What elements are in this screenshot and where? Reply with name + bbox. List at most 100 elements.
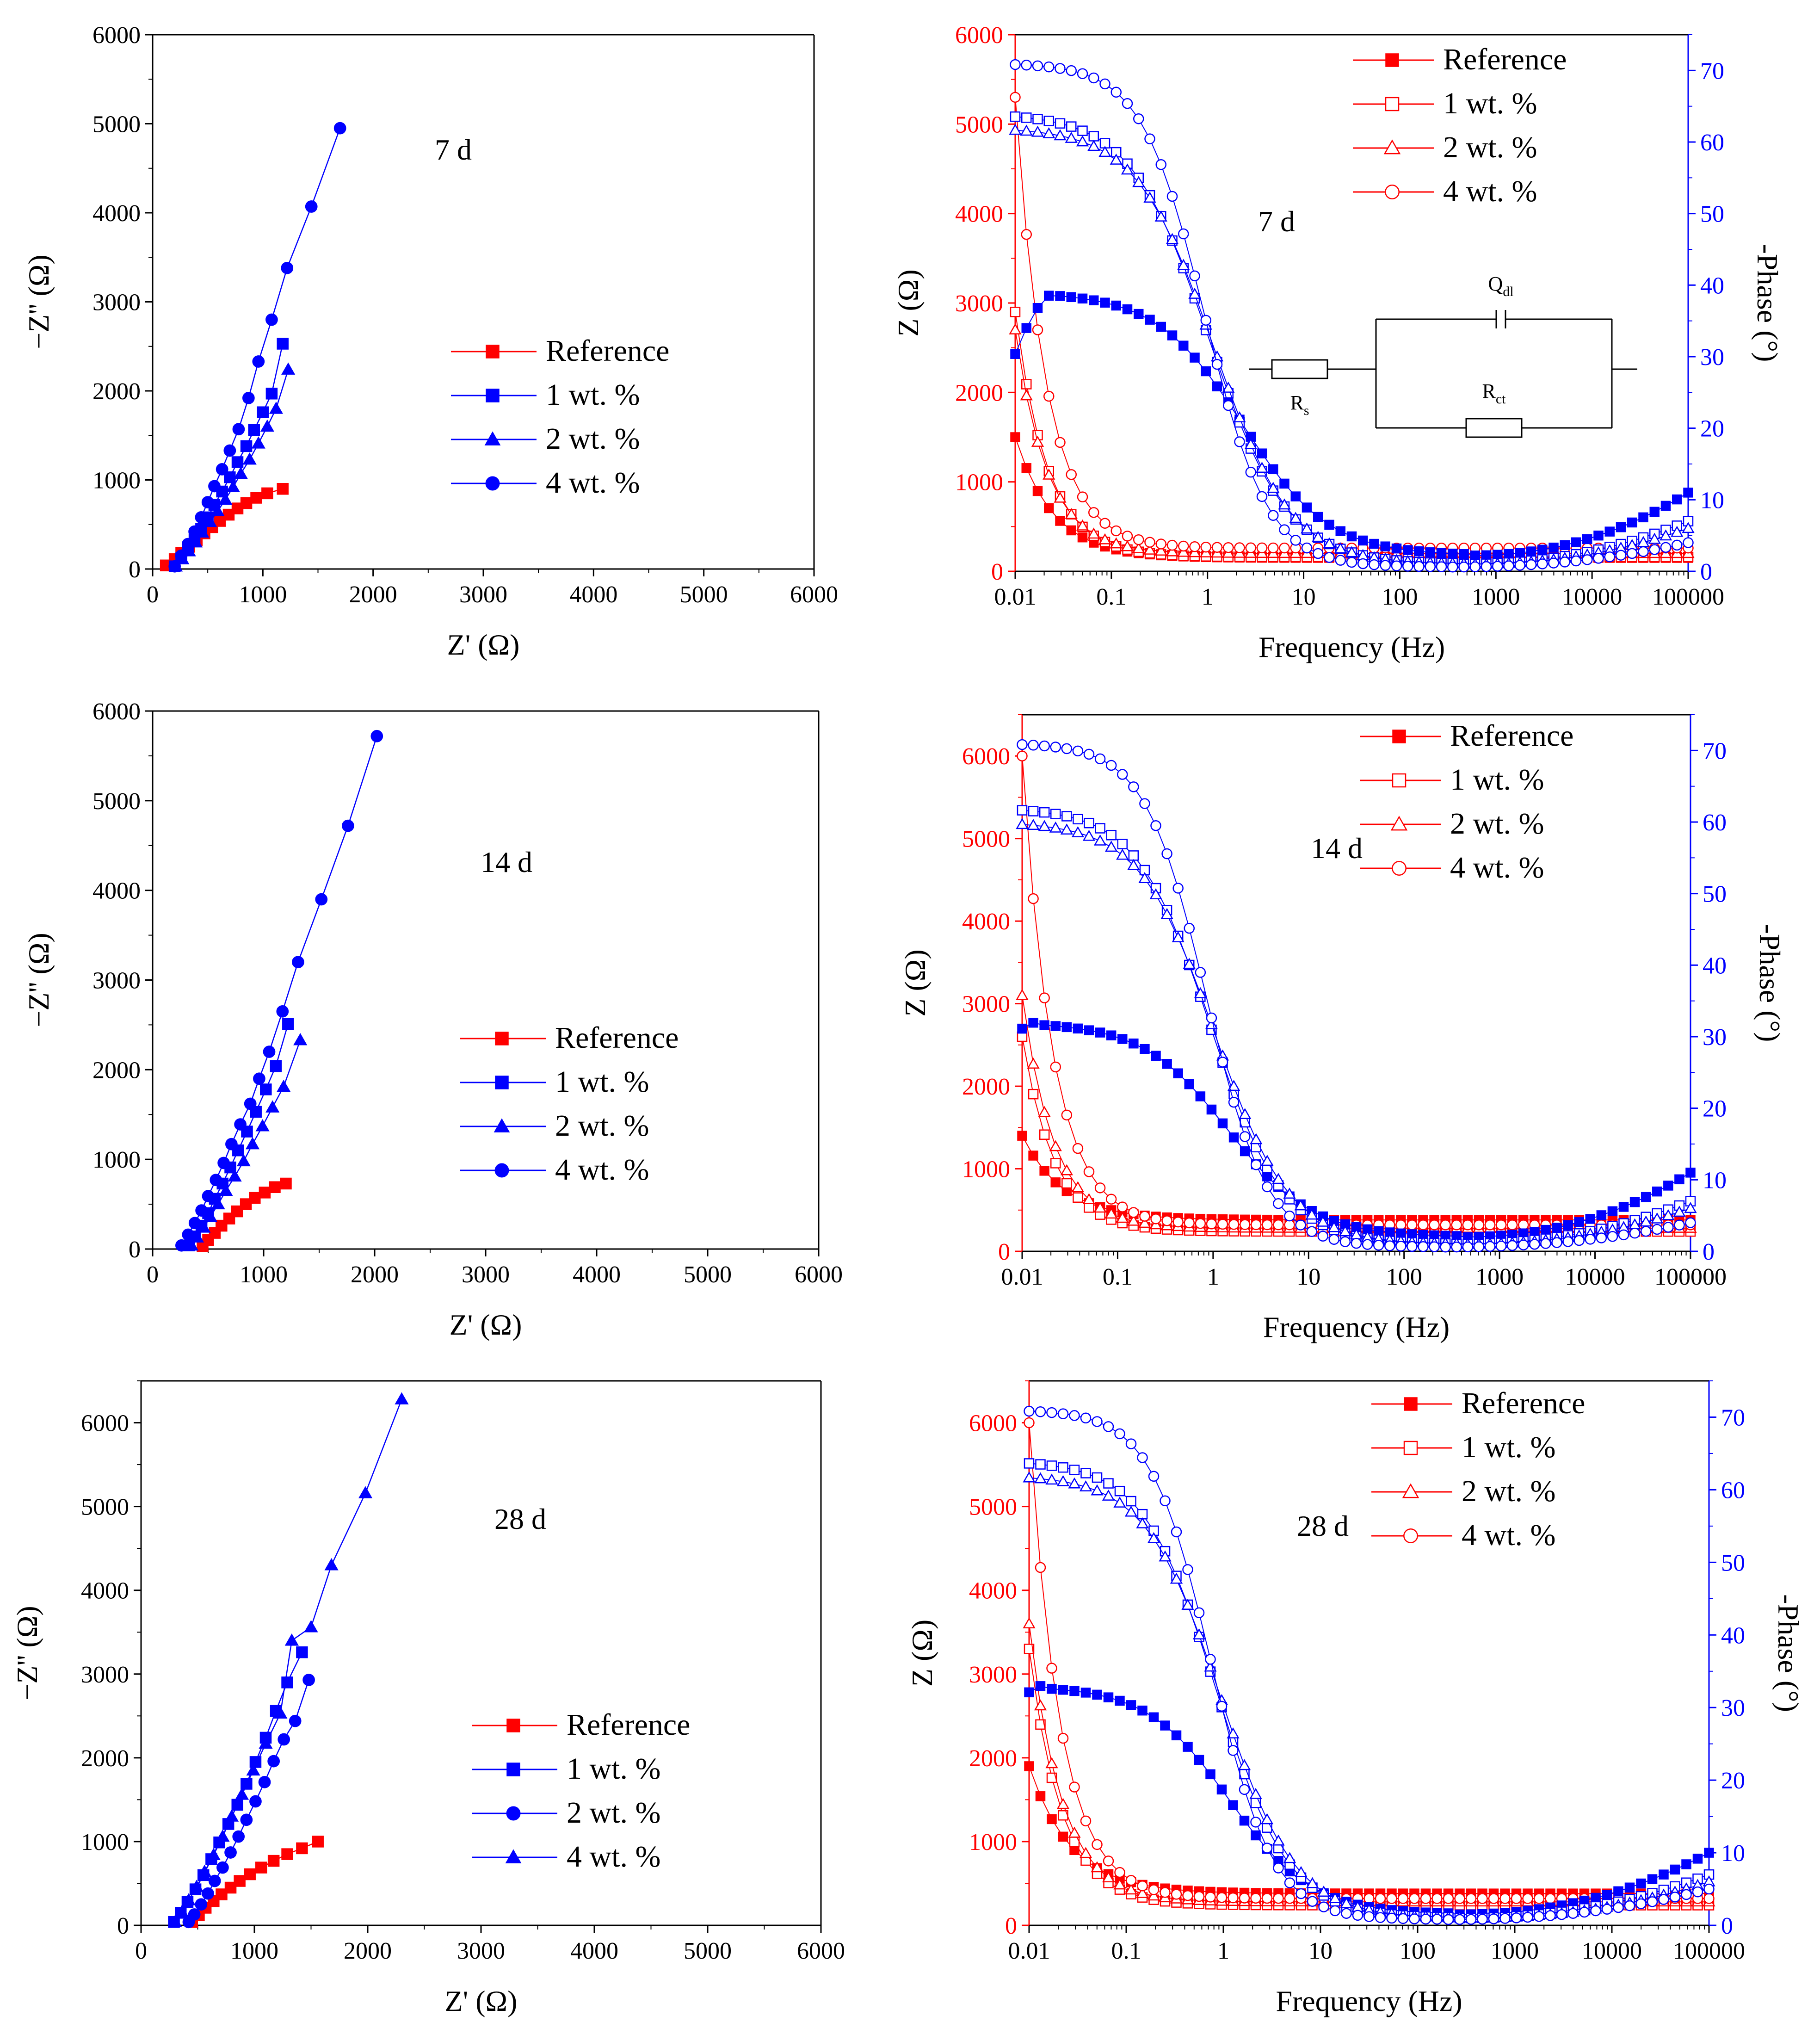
- legend-marker: [486, 389, 500, 402]
- x-tick-label: 2000: [351, 1262, 399, 1288]
- impedance-point: [1094, 1182, 1106, 1194]
- impedance-point: [1171, 1889, 1182, 1900]
- phase-point: [1071, 826, 1085, 837]
- impedance-point: [1239, 1219, 1251, 1230]
- label-rct: Rct: [1482, 380, 1506, 407]
- x-tick-label: 10000: [1562, 584, 1622, 610]
- data-point: [296, 1646, 308, 1658]
- phase-point: [1239, 1815, 1250, 1826]
- phase-point: [1061, 743, 1073, 755]
- phase-point: [1295, 1219, 1306, 1231]
- impedance-point: [1066, 469, 1077, 480]
- resistor-rs: [1271, 359, 1328, 379]
- impedance-point: [1150, 1213, 1161, 1225]
- data-point: [293, 1033, 308, 1045]
- y-axis-label: Z (Ω): [892, 269, 925, 336]
- y-tick-label: 5000: [962, 826, 1010, 853]
- data-point: [281, 262, 294, 274]
- impedance-point: [1035, 1562, 1046, 1573]
- impedance-point: [1397, 1893, 1409, 1904]
- x-tick-label: 1: [1207, 1264, 1219, 1290]
- phase-point: [1073, 1023, 1083, 1034]
- phase-point: [1159, 1550, 1172, 1562]
- data-point: [234, 1787, 249, 1800]
- impedance-line: [1029, 1423, 1709, 1899]
- phase-point: [1525, 559, 1537, 570]
- data-point: [188, 1217, 201, 1230]
- phase-point: [1035, 1459, 1046, 1470]
- phase-point: [1495, 1240, 1507, 1252]
- phase-line: [1022, 810, 1691, 1245]
- phase-point: [1260, 1813, 1274, 1825]
- legend-marker: [486, 345, 500, 359]
- panel-annotation: 14 d: [1311, 832, 1363, 865]
- phase-point: [1283, 1187, 1296, 1199]
- phase-point: [1306, 1877, 1319, 1888]
- impedance-point: [1099, 518, 1111, 529]
- phase-point: [1492, 561, 1503, 572]
- phase-point: [1117, 769, 1128, 780]
- data-point: [263, 1045, 276, 1058]
- resistor-rct: [1465, 418, 1523, 438]
- x-tick-label: 100000: [1673, 1938, 1745, 1964]
- phase-point: [1593, 553, 1604, 564]
- phase-point: [1477, 1913, 1488, 1925]
- data-point: [217, 1157, 230, 1169]
- phase-point: [1094, 753, 1106, 765]
- impedance-point: [1148, 1884, 1160, 1895]
- impedance-point: [1465, 1893, 1477, 1904]
- phase-point: [1590, 1905, 1601, 1917]
- data-point: [188, 1908, 201, 1921]
- y2-tick-label: 50: [1703, 881, 1727, 908]
- phase-point: [1200, 315, 1211, 326]
- impedance-point: [1021, 463, 1031, 473]
- phase-point: [1585, 1234, 1596, 1245]
- legend-label: 2 wt. %: [567, 1796, 660, 1830]
- data-point: [292, 956, 304, 969]
- phase-point: [1080, 1688, 1091, 1698]
- phase-point: [1227, 1727, 1240, 1738]
- phase-point: [1409, 1913, 1420, 1924]
- impedance-point: [1065, 508, 1078, 519]
- phase-point: [1205, 1769, 1215, 1780]
- impedance-point: [1047, 1814, 1057, 1825]
- phase-point: [1574, 1217, 1584, 1227]
- impedance-point: [1166, 539, 1178, 551]
- phase-point: [1050, 742, 1061, 753]
- phase-point: [1294, 1199, 1307, 1211]
- phase-point: [1055, 118, 1066, 129]
- impedance-point: [1056, 1798, 1070, 1809]
- phase-point: [1206, 1104, 1217, 1115]
- legend-marker: [1383, 139, 1401, 155]
- phase-point: [1327, 1221, 1340, 1232]
- phase-point: [1663, 1222, 1674, 1233]
- legend: Reference 1 wt. % 2 wt. % 4 wt. %: [1360, 719, 1573, 884]
- data-point: [281, 1676, 293, 1688]
- impedance-line: [1029, 1649, 1709, 1906]
- phase-point: [1268, 510, 1279, 521]
- y-tick-label: 0: [1005, 1913, 1017, 1939]
- phase-point: [1092, 1416, 1103, 1427]
- phase-point: [1028, 740, 1039, 751]
- impedance-point: [1511, 1893, 1522, 1904]
- phase-4-wt-: [1017, 739, 1696, 1253]
- phase-point: [1194, 987, 1207, 998]
- data-point: [189, 1880, 204, 1892]
- phase-point: [1251, 1159, 1262, 1170]
- phase-point: [1403, 545, 1413, 555]
- x-axis-label: Z' (Ω): [447, 628, 520, 661]
- phase-point: [1171, 1730, 1182, 1741]
- impedance-point: [1031, 435, 1044, 447]
- impedance-point: [1200, 541, 1211, 553]
- phase-point: [1043, 116, 1054, 126]
- phase-point: [1436, 561, 1447, 572]
- phase-point: [1178, 228, 1189, 240]
- data-point: [168, 1915, 182, 1927]
- phase-point: [1683, 537, 1694, 548]
- data-point: [255, 1119, 270, 1132]
- phase-point: [1289, 512, 1302, 523]
- phase-point: [1658, 1894, 1669, 1905]
- phase-point: [1352, 1910, 1363, 1921]
- phase-point: [1160, 1495, 1171, 1507]
- phase-point: [1268, 464, 1278, 475]
